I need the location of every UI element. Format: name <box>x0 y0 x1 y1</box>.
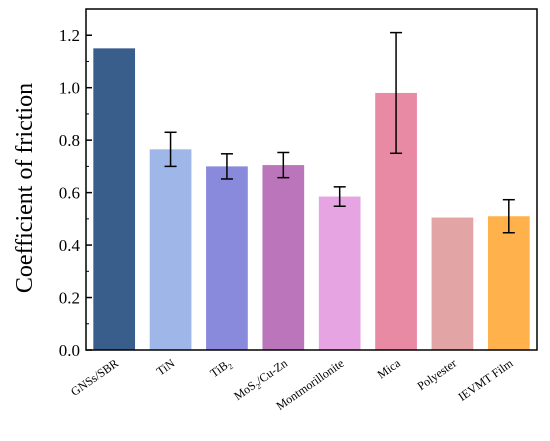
x-tick-label-subscript: 2 <box>254 382 262 392</box>
x-tick-label: Mica <box>375 356 404 382</box>
x-tick-label-suffix: /Cu-Zn <box>254 356 290 387</box>
x-tick-label-text: Polyester <box>415 356 460 393</box>
y-tick-label: 1.2 <box>59 26 80 45</box>
x-tick-label-text: GNSs/SBR <box>68 356 121 399</box>
x-tick-label-text: TiB <box>207 358 230 380</box>
y-tick-label: 0.6 <box>59 184 80 203</box>
bar <box>318 196 361 350</box>
bar <box>487 216 530 350</box>
bar <box>431 217 474 350</box>
x-tick-label-text: MoS <box>231 378 258 403</box>
x-tick-label: IEVMT Film <box>456 356 517 404</box>
y-tick-label: 1.0 <box>59 79 80 98</box>
y-tick-label: 0.8 <box>59 131 80 150</box>
bar <box>262 165 305 350</box>
x-tick-label-text: Mica <box>375 356 404 382</box>
plot-frame <box>85 8 538 351</box>
x-tick-label: Polyester <box>415 356 460 393</box>
bar <box>149 149 192 350</box>
x-tick-label: GNSs/SBR <box>68 356 121 399</box>
x-tick-label-subscript: 2 <box>226 362 234 372</box>
x-tick-label: TiN <box>154 356 178 379</box>
x-tick-label-text: TiN <box>154 356 178 379</box>
y-tick-label: 0.4 <box>59 236 81 255</box>
y-axis-label: Coefficient of friction <box>12 83 38 293</box>
bar <box>206 166 248 350</box>
x-tick-label-text: IEVMT Film <box>456 356 517 404</box>
y-tick-label: 0.0 <box>59 341 80 360</box>
x-tick-label: TiB2 <box>207 356 234 382</box>
y-tick-label: 0.2 <box>59 289 80 308</box>
bar <box>93 48 136 350</box>
